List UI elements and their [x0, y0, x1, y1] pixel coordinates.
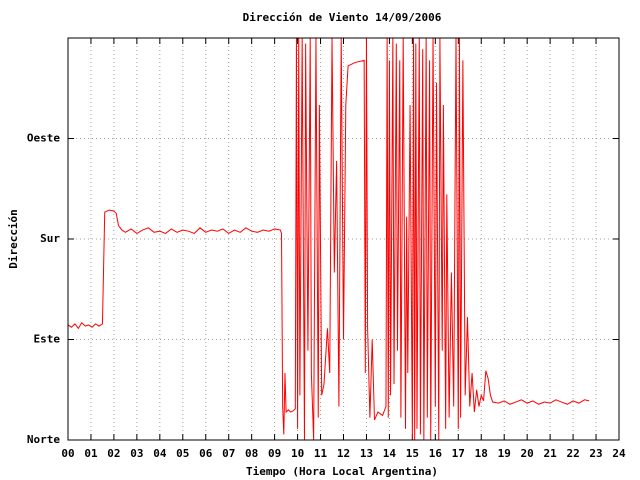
x-axis-label: Tiempo (Hora Local Argentina) [246, 465, 438, 478]
x-tick-label: 00 [61, 447, 74, 460]
x-tick-label: 06 [199, 447, 213, 460]
plot-border [67, 37, 620, 441]
x-tick-label: 11 [314, 447, 328, 460]
x-tick-label: 23 [589, 447, 602, 460]
y-tick-label: Sur [40, 232, 60, 245]
x-tick-label: 22 [566, 447, 579, 460]
x-tick-label: 05 [176, 447, 189, 460]
y-axis-label: Dirección [7, 209, 20, 269]
x-tick-label: 07 [222, 447, 235, 460]
x-tick-label: 19 [498, 447, 511, 460]
x-tick-label: 21 [544, 447, 558, 460]
x-tick-label: 02 [107, 447, 120, 460]
y-tick-label: Este [34, 333, 61, 346]
x-tick-label: 13 [360, 447, 373, 460]
x-tick-label: 16 [429, 447, 443, 460]
x-tick-label: 12 [337, 447, 350, 460]
x-tick-label: 01 [84, 447, 98, 460]
x-tick-label: 10 [291, 447, 304, 460]
x-tick-label: 20 [521, 447, 534, 460]
chart-title: Dirección de Viento 14/09/2006 [243, 11, 442, 24]
x-tick-label: 18 [475, 447, 488, 460]
y-tick-label: Oeste [27, 132, 60, 145]
x-tick-label: 03 [130, 447, 143, 460]
x-tick-label: 09 [268, 447, 281, 460]
data-line [67, 37, 590, 441]
x-tick-label: 14 [383, 447, 397, 460]
x-tick-label: 15 [406, 447, 419, 460]
x-tick-label: 17 [452, 447, 465, 460]
x-tick-label: 24 [612, 447, 626, 460]
x-tick-label: 08 [245, 447, 258, 460]
x-tick-label: 04 [153, 447, 167, 460]
y-tick-label: Norte [27, 433, 60, 446]
